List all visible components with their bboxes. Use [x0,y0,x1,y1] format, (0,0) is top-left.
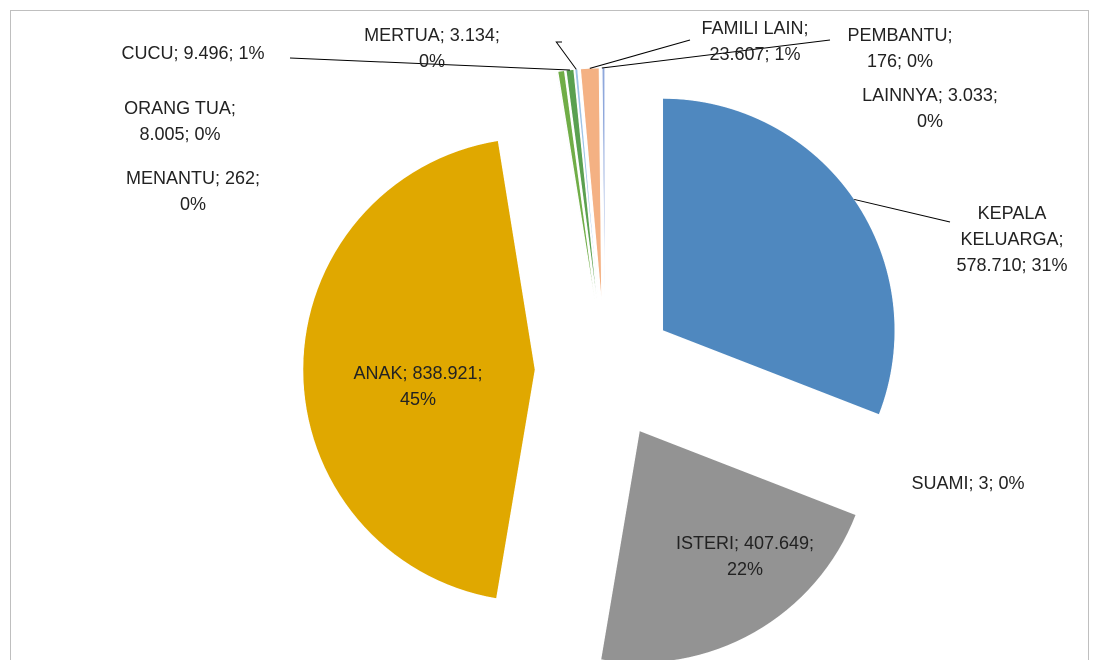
pie-slice [662,98,896,415]
pie-slice [556,71,595,301]
data-label: FAMILI LAIN; 23.607; 1% [701,18,809,64]
data-label: MENANTU; 262; 0% [125,168,261,214]
data-label: ANAK; 838.921; 45% [353,363,483,409]
pie-slice [302,140,536,599]
data-label: MERTUA; 3.134; 0% [364,25,500,71]
data-label: ORANG TUA; 8.005; 0% [124,98,236,144]
pie-slice [602,67,605,301]
data-label: SUAMI; 3; 0% [911,473,1025,493]
data-label: PEMBANTU; 176; 0% [847,25,953,71]
pie-slice [557,70,596,301]
leader-line [601,39,831,69]
leader-line [589,39,691,69]
data-label: LAINNYA; 3.033; 0% [862,85,998,131]
pie-slice [600,430,857,660]
data-label: KEPALA KELUARGA; 578.710; 31% [956,203,1068,275]
data-label: ISTERI; 407.649; 22% [675,533,815,579]
data-label: CUCU; 9.496; 1% [121,43,265,63]
leader-line [555,41,577,70]
chart-frame [10,10,1089,660]
leader-line [854,198,951,223]
leader-line [289,57,570,71]
pie-slice [670,395,887,480]
